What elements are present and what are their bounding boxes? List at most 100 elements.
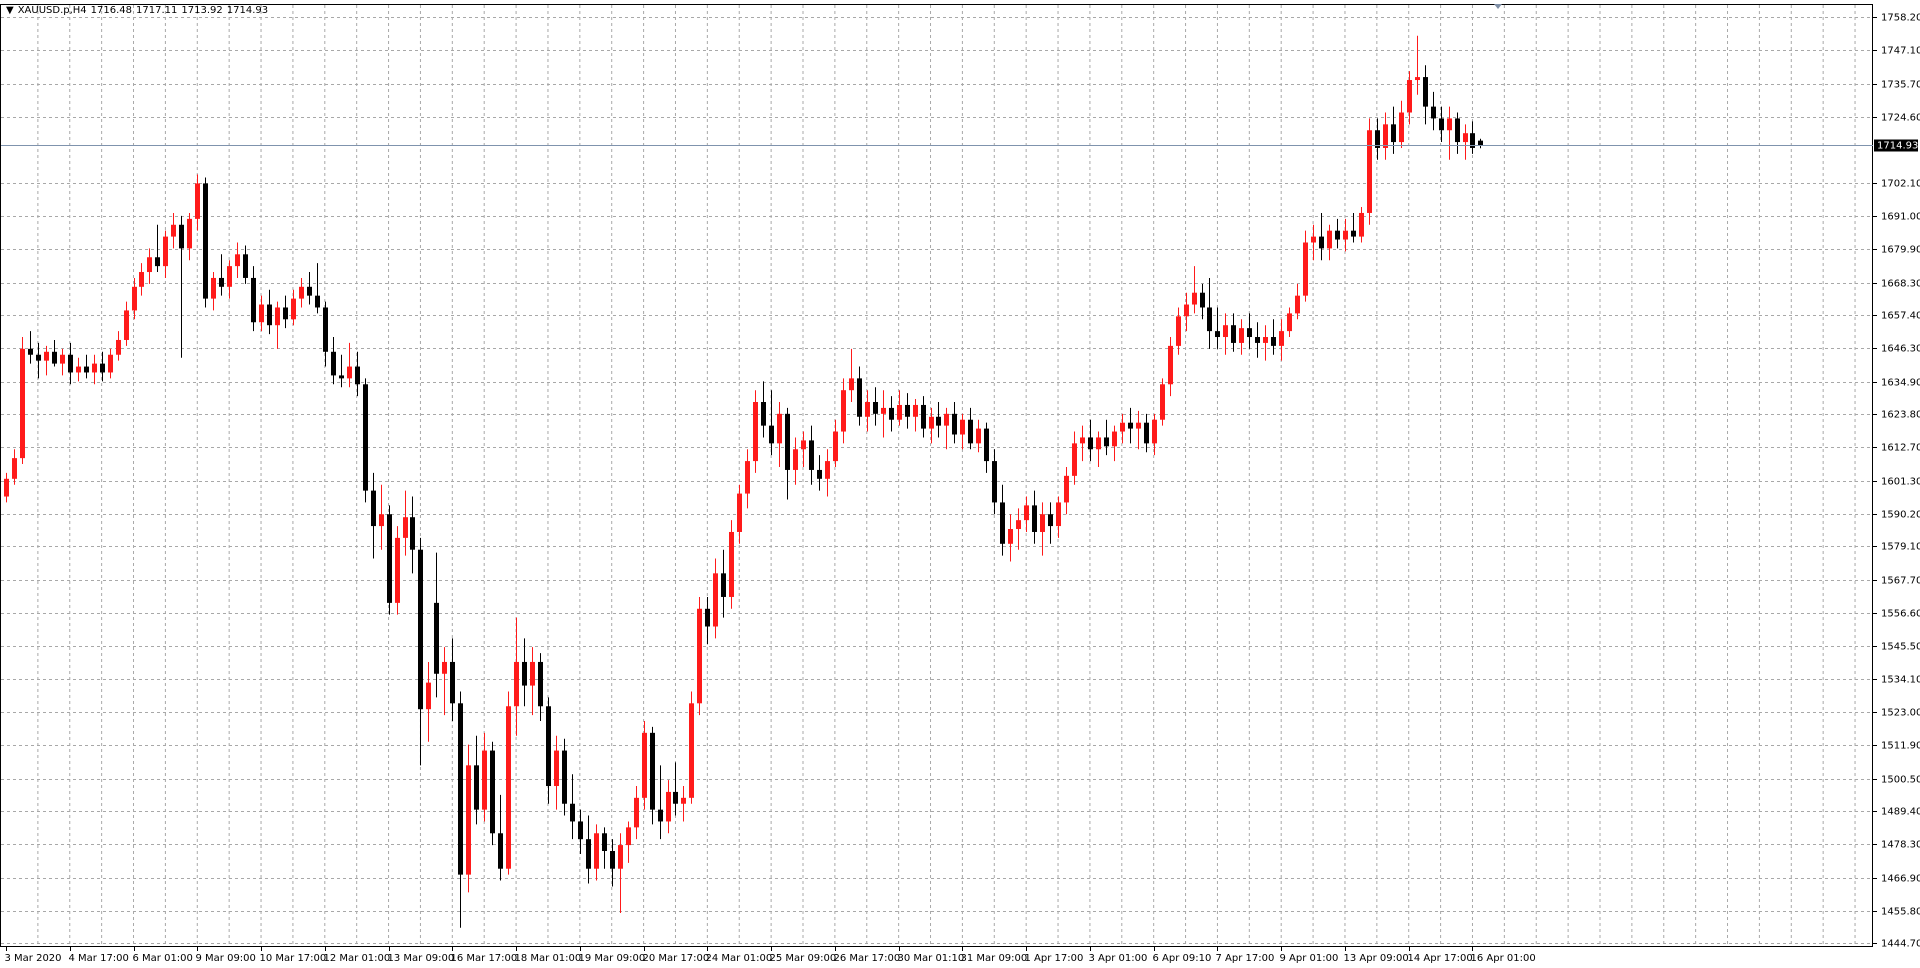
candle-body [1160, 384, 1165, 420]
candle-body [1144, 422, 1149, 444]
candle-body [1239, 328, 1244, 343]
candle-body [1072, 443, 1077, 476]
candle-body [1231, 325, 1236, 343]
candle-body [426, 682, 431, 710]
x-tick-label: 26 Mar 17:00 [834, 953, 901, 964]
candle-body [1447, 118, 1452, 131]
candle-body [929, 416, 934, 429]
candle-body [339, 375, 344, 379]
candle-body [267, 304, 272, 326]
symbol: XAUUSD.p,H4 [17, 5, 87, 16]
candle-body [1192, 292, 1197, 305]
candle-body [602, 833, 607, 851]
candle-body [211, 277, 216, 299]
x-tick-label: 19 Mar 09:00 [579, 953, 646, 964]
x-tick-label: 16 Apr 01:00 [1471, 953, 1536, 964]
x-tick-label: 14 Apr 17:00 [1408, 953, 1473, 964]
candle-body [681, 797, 686, 804]
y-tick-label: 1466.90 [1881, 874, 1920, 885]
candle-body [1351, 230, 1356, 237]
candle-body [1399, 112, 1404, 143]
candle-body [1024, 505, 1029, 521]
candle-body [1311, 236, 1316, 243]
candle-body [905, 404, 910, 417]
y-tick-label: 1556.60 [1881, 609, 1920, 620]
candle-body [530, 661, 535, 686]
candle-body [968, 419, 973, 444]
candle-body [1207, 307, 1212, 332]
candle-body [570, 803, 575, 822]
x-tick-label: 9 Mar 09:00 [196, 953, 256, 964]
candle-body [347, 366, 352, 379]
x-tick-label: 12 Mar 01:00 [324, 953, 391, 964]
candle-body [1096, 437, 1101, 450]
candle-body [60, 354, 65, 364]
candle-body [650, 732, 655, 810]
candle-body [610, 850, 615, 869]
candle-body [562, 750, 567, 804]
y-tick-label: 1623.80 [1881, 410, 1920, 421]
y-tick-label: 1724.60 [1881, 113, 1920, 124]
candle-body [889, 407, 894, 420]
candle-body [777, 413, 782, 444]
candle-body [769, 425, 774, 444]
candle-body [132, 286, 137, 311]
candle-body [1383, 124, 1388, 148]
candle-body [849, 378, 854, 391]
x-tick-label: 30 Mar 01:10 [898, 953, 965, 964]
y-tick-label: 1534.10 [1881, 675, 1920, 686]
y-tick-label: 1567.70 [1881, 576, 1920, 587]
candle-body [12, 458, 17, 479]
candle-body [450, 661, 455, 704]
candle-body [626, 827, 631, 846]
candle-body [171, 224, 176, 237]
x-tick-label: 1 Apr 17:00 [1025, 953, 1084, 964]
candle-body [1136, 422, 1141, 429]
candle-body [442, 661, 447, 674]
candle-body [251, 277, 256, 323]
candle-body [243, 254, 248, 278]
candle-body [1470, 133, 1475, 148]
x-tick-label: 7 Apr 17:00 [1216, 953, 1275, 964]
candle-body [259, 304, 264, 323]
candle-body [307, 286, 312, 296]
header-high: 1717.11 [136, 5, 178, 16]
candle-body [116, 339, 121, 355]
candle-body [936, 416, 941, 426]
candle-body [1120, 422, 1125, 432]
y-tick-label: 1702.10 [1881, 179, 1920, 190]
chart-header: ▼ XAUUSD.p,H4 1716.48 1717.11 1713.92 1714.93 [6, 5, 272, 16]
candle-body [299, 286, 304, 299]
candle-body [76, 366, 81, 373]
candle-body [1000, 502, 1005, 544]
candle-body [1327, 230, 1332, 249]
x-tick-label: 6 Mar 01:00 [133, 953, 193, 964]
candle-body [1375, 130, 1380, 148]
candle-body [315, 295, 320, 308]
candle-body [203, 183, 208, 299]
y-tick-label: 1523.00 [1881, 708, 1920, 719]
x-tick-label: 6 Apr 09:10 [1153, 953, 1212, 964]
candle-body [1088, 437, 1093, 450]
candle-body [745, 461, 750, 494]
candle-body [1128, 422, 1133, 429]
y-tick-label: 1691.00 [1881, 212, 1920, 223]
candle-body [331, 351, 336, 376]
x-tick-label: 3 Apr 01:00 [1089, 953, 1148, 964]
x-tick-label: 3 Mar 2020 [5, 953, 62, 964]
candle-body [291, 298, 296, 320]
candle-body [363, 384, 368, 491]
candle-body [52, 351, 57, 364]
candle-body [1008, 529, 1013, 544]
candle-body [984, 428, 989, 462]
menu-arrow[interactable]: ▼ [6, 5, 14, 16]
candle-body [689, 703, 694, 798]
candle-body [187, 218, 192, 249]
candle-body [761, 402, 766, 426]
candle-body [355, 366, 360, 385]
candle-body [1478, 140, 1483, 146]
candle-body [458, 703, 463, 875]
candle-body [1080, 437, 1085, 444]
candle-body [179, 224, 184, 249]
